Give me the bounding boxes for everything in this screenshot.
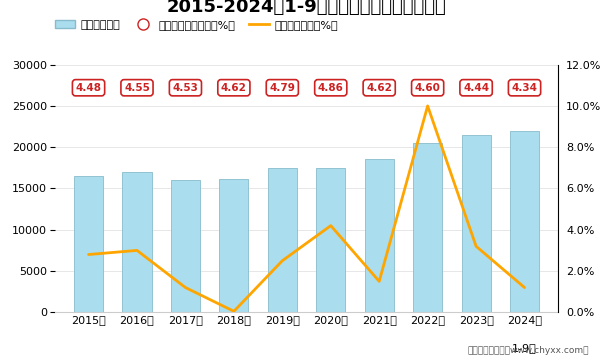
Bar <box>365 159 394 312</box>
Text: 4.86: 4.86 <box>318 83 344 93</box>
Text: 4.62: 4.62 <box>366 83 392 93</box>
Text: 4.62: 4.62 <box>221 83 247 93</box>
Text: 4.53: 4.53 <box>172 83 198 93</box>
Bar <box>171 180 200 312</box>
Text: 4.60: 4.60 <box>415 83 441 93</box>
Text: 4.55: 4.55 <box>124 83 150 93</box>
Bar <box>316 168 345 312</box>
Text: 4.79: 4.79 <box>270 83 295 93</box>
Bar <box>74 176 103 312</box>
Text: 4.48: 4.48 <box>75 83 101 93</box>
Bar <box>413 143 442 312</box>
Text: 制图：智研咋询（www.chyxx.com）: 制图：智研咋询（www.chyxx.com） <box>467 346 589 355</box>
Text: 1-9月: 1-9月 <box>512 343 537 353</box>
Title: 2015-2024年1-9月福建省工业企业数统计图: 2015-2024年1-9月福建省工业企业数统计图 <box>167 0 446 16</box>
Legend: 企业数（个）, 占全国企业数比重（%）, 企业同比增速（%）: 企业数（个）, 占全国企业数比重（%）, 企业同比增速（%） <box>50 16 342 34</box>
Text: 4.44: 4.44 <box>463 83 489 93</box>
Bar <box>219 178 248 312</box>
Text: 4.34: 4.34 <box>512 83 538 93</box>
Bar <box>123 172 152 312</box>
Bar <box>510 131 539 312</box>
Bar <box>461 135 490 312</box>
Bar <box>268 168 297 312</box>
